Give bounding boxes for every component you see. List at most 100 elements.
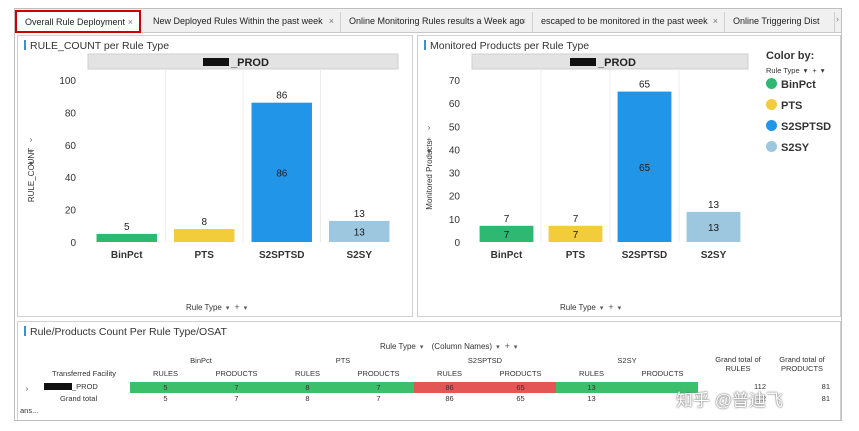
y-tick-label: 20	[65, 206, 77, 217]
legend-color-selector[interactable]: Rule Type ▾ + ▾	[766, 66, 850, 75]
tab-scroll-icon[interactable]: ›	[836, 14, 839, 24]
x-axis-selector[interactable]: Rule Type ▾ + ▾	[186, 302, 247, 312]
chevron-right-icon[interactable]: ›	[427, 123, 431, 132]
group-header-binpct: BinPct	[190, 356, 212, 365]
y-tick-label: 10	[449, 215, 461, 226]
grand-total-products-header: Grand total of PRODUCTS	[779, 355, 825, 373]
panel-title: Monitored Products per Rule Type	[424, 40, 589, 52]
plus-icon[interactable]: +	[28, 147, 34, 156]
chevron-down-icon[interactable]: ▾	[496, 344, 500, 351]
table-cell: 65	[516, 394, 525, 403]
tab-overall-rule-deployment[interactable]: Overall Rule Deployment ×	[15, 10, 141, 33]
subheader-rules: RULES	[152, 369, 178, 378]
chevron-down-icon[interactable]: ▾	[426, 147, 431, 156]
grand-total-products-cell: 81	[821, 382, 830, 391]
bar-value-label: 8	[201, 217, 207, 228]
row-label: Grand total	[60, 394, 98, 403]
redacted-block	[570, 58, 596, 66]
legend-item-s2sy[interactable]: S2SY	[766, 141, 850, 159]
row-label-text: _PROD	[72, 382, 98, 391]
bar-inside-label: 65	[639, 163, 651, 174]
legend-item-pts[interactable]: PTS	[766, 99, 850, 117]
column-names-selector[interactable]: (Column Names)	[431, 342, 493, 351]
legend-item-binpct[interactable]: BinPct	[766, 78, 850, 96]
subheader-products: PRODUCTS	[499, 369, 542, 378]
chevron-down-icon[interactable]: ▾	[599, 305, 604, 312]
table-cell	[627, 382, 698, 393]
tab-escaped-monitored[interactable]: escaped to be monitored in the past week…	[533, 12, 725, 32]
plus-icon[interactable]: +	[504, 341, 510, 351]
tab-label: Online Monitoring Rules results a Week a…	[349, 16, 525, 26]
bar-value-label: 65	[639, 80, 651, 91]
bar-binpct	[479, 225, 534, 242]
subheader-rules: RULES	[294, 369, 320, 378]
chevron-down-icon[interactable]: ▾	[28, 159, 33, 168]
grand-total-rules-cell: 112	[754, 382, 766, 391]
y-axis-title: RULE_COUNT	[27, 148, 36, 202]
legend-label: PTS	[781, 100, 803, 112]
y-axis-title: Monitored Products	[425, 140, 434, 209]
plus-icon[interactable]: +	[426, 135, 432, 144]
x-category-label: S2SPTSD	[622, 250, 668, 261]
tab-label: escaped to be monitored in the past week	[541, 16, 708, 26]
y-tick-label: 60	[65, 141, 77, 152]
y-tick-label: 70	[449, 76, 461, 87]
x-axis-selector[interactable]: Rule Type ▾ + ▾	[560, 302, 621, 312]
group-header-pts: PTS	[335, 356, 351, 365]
plus-icon[interactable]: +	[812, 66, 817, 75]
table-column-controls[interactable]: Rule Type ▾ (Column Names) ▾ + ▾	[380, 341, 517, 351]
y-tick-label: 50	[449, 122, 461, 133]
table-cell: 86	[445, 394, 454, 403]
chevron-down-icon[interactable]: ▾	[225, 305, 230, 312]
close-icon[interactable]: ×	[127, 17, 133, 27]
bar-s2sptsd	[251, 102, 312, 243]
bar-value-label: 13	[354, 209, 366, 220]
bar-inside-label: 13	[354, 227, 366, 238]
table-cell: 5	[130, 382, 201, 393]
legend-items: BinPct PTS S2SPTSD S2SY	[766, 78, 850, 159]
cross-table: BinPct RULES PRODUCTS PTS RULES PRODUCTS S2SPT…	[18, 322, 841, 420]
y-tick-label: 100	[59, 76, 76, 87]
chevron-right-icon[interactable]: ›	[29, 135, 33, 144]
tab-new-deployed-rules[interactable]: New Deployed Rules Within the past week ×	[145, 12, 341, 32]
plus-icon[interactable]: +	[608, 302, 614, 312]
close-icon[interactable]: ×	[712, 16, 718, 26]
chevron-down-icon[interactable]: ▾	[617, 305, 622, 312]
rule-type-selector[interactable]: Rule Type	[380, 342, 416, 351]
x-category-label: S2SPTSD	[259, 250, 305, 261]
group-header-s2sptsd: S2SPTSD	[467, 356, 503, 365]
chevron-down-icon[interactable]: ▾	[243, 305, 248, 312]
y-tick-label: 40	[449, 145, 461, 156]
table-cell: 8	[272, 382, 343, 393]
x-axis-label: Rule Type	[560, 303, 596, 312]
chevron-down-icon[interactable]: ▾	[820, 66, 825, 75]
tab-online-monitoring-rules[interactable]: Online Monitoring Rules results a Week a…	[341, 12, 533, 32]
y-axis-controls[interactable]: › + ▾	[26, 134, 36, 170]
chevron-down-icon[interactable]: ▾	[419, 344, 424, 351]
y-tick-label: 20	[449, 192, 461, 203]
legend-title: Color by:	[766, 50, 815, 62]
plus-icon[interactable]: +	[234, 302, 240, 312]
chevron-down-icon[interactable]: ▾	[803, 66, 808, 75]
tab-online-triggering[interactable]: Online Triggering Dist	[725, 12, 835, 32]
chevron-down-icon[interactable]: ▾	[513, 344, 518, 351]
bar-pts	[174, 229, 235, 242]
tab-label: New Deployed Rules Within the past week	[153, 16, 323, 26]
tab-bar: Overall Rule Deployment × New Deployed Ru…	[15, 9, 841, 33]
legend-label: BinPct	[781, 79, 816, 91]
chevron-right-icon: ›	[25, 384, 29, 393]
subheader-products: PRODUCTS	[215, 369, 258, 378]
legend-item-s2sptsd[interactable]: S2SPTSD	[766, 120, 850, 138]
y-axis-controls[interactable]: › + ▾	[424, 122, 434, 158]
legend-swatch	[766, 78, 777, 89]
table-cell: 7	[376, 394, 381, 403]
group-header-s2sy: S2SY	[617, 356, 637, 365]
legend-swatch	[766, 120, 777, 131]
close-icon[interactable]: ×	[328, 16, 334, 26]
close-icon[interactable]: ×	[520, 16, 526, 26]
bar-inside-label: 7	[504, 230, 510, 241]
y-tick-label: 40	[65, 173, 77, 184]
table-cell: 7	[343, 382, 414, 393]
x-category-label: S2SY	[346, 250, 372, 261]
grand-total-products-cell: 81	[821, 394, 830, 403]
